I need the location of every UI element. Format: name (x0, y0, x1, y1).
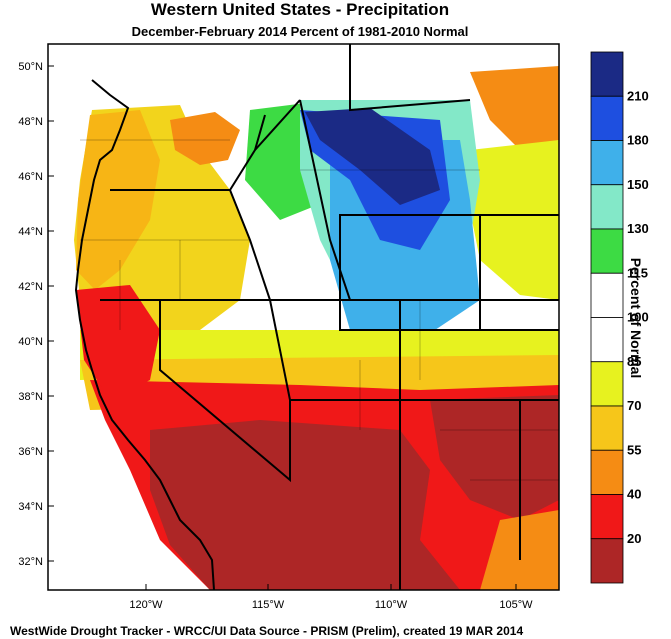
longitude-label: 120°W (129, 599, 163, 611)
legend-swatch (590, 361, 624, 407)
latitude-label: 42°N (18, 281, 43, 293)
footer-credit: WestWide Drought Tracker - WRCC/UI Data … (10, 624, 524, 638)
latitude-label: 32°N (18, 556, 43, 568)
legend-label: 70 (627, 398, 641, 413)
legend-label: 55 (627, 442, 641, 457)
legend-label: 150 (627, 177, 649, 192)
legend-label: 100 (627, 310, 649, 325)
state-borders (100, 44, 559, 590)
region-brown-southwest (150, 420, 460, 590)
latitude-label: 48°N (18, 116, 43, 128)
legend-swatch (590, 184, 624, 230)
longitude-label: 105°W (499, 599, 533, 611)
latitude-label: 36°N (18, 446, 43, 458)
legend-swatch (590, 538, 624, 584)
legend-swatch (590, 494, 624, 540)
legend-colorbar: 210 180 150 130 115 100 85 70 55 40 20 (590, 51, 649, 584)
legend-label: 180 (627, 133, 649, 148)
region-norcal-red (76, 285, 160, 400)
legend-label: 20 (627, 531, 641, 546)
map-frame (47, 43, 560, 591)
county-lines (80, 139, 559, 481)
legend-label: 130 (627, 221, 649, 236)
region-navy-montana (305, 108, 440, 205)
legend-label: 115 (627, 265, 648, 280)
latitude-axis: 50°N 48°N 46°N 44°N 42°N 40°N 38°N 36°N 34°N 32°N (18, 61, 54, 568)
precipitation-map: 50°N 48°N 46°N 44°N 42°N 40°N 38°N 36°N 34°N 32°N… (18, 43, 649, 611)
region-gold-coast (76, 110, 160, 290)
longitude-label: 110°W (375, 599, 408, 611)
region-orange-ne (470, 66, 559, 150)
latitude-label: 38°N (18, 391, 43, 403)
legend-label: 40 (627, 487, 641, 502)
region-orange-nw (170, 112, 240, 165)
legend-swatch (590, 449, 624, 495)
latitude-label: 46°N (18, 171, 43, 183)
region-brown-nm (430, 395, 559, 520)
legend-swatch (590, 140, 624, 186)
legend-swatch (590, 405, 624, 451)
legend-swatch (590, 272, 624, 318)
legend-swatch (590, 228, 624, 274)
legend-swatch (590, 95, 624, 141)
legend-swatch (590, 317, 624, 363)
region-yellow-se-plains (470, 140, 559, 300)
legend-swatch (590, 51, 624, 97)
legend-label: 85 (627, 354, 641, 369)
latitude-label: 34°N (18, 501, 43, 513)
latitude-label: 50°N (18, 61, 43, 73)
map-title: Western United States - Precipitation (150, 0, 450, 19)
longitude-axis: 120°W 115°W 110°W 105°W (129, 584, 533, 611)
legend-label: 210 (627, 88, 649, 103)
coastline (74, 79, 215, 590)
latitude-label: 44°N (18, 226, 43, 238)
latitude-label: 40°N (18, 336, 43, 348)
map-subtitle: December-February 2014 Percent of 1981-2… (131, 24, 469, 39)
longitude-label: 115°W (252, 599, 285, 611)
legend-title: Percent of Normal (628, 257, 644, 379)
